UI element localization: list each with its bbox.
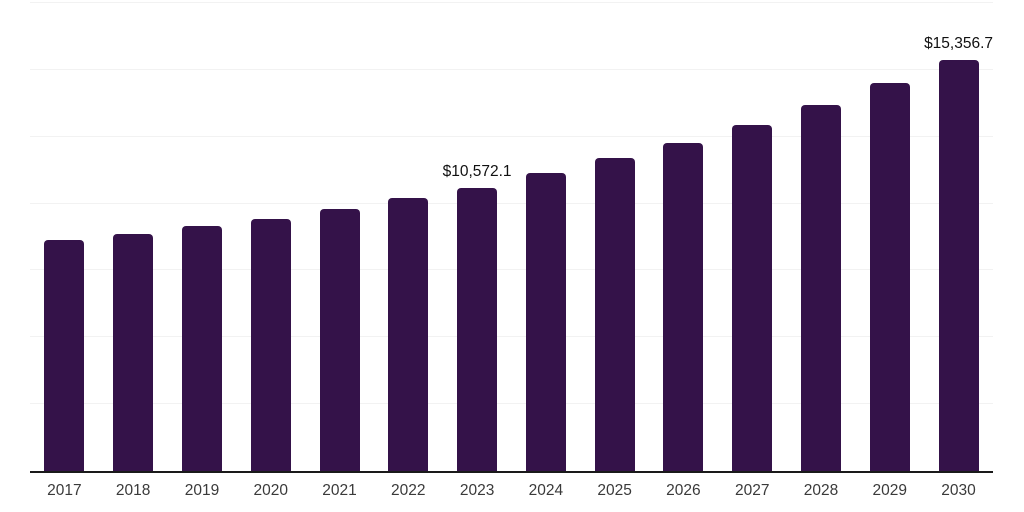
x-tick-label: 2017 — [47, 482, 82, 499]
x-tick-label: 2019 — [184, 482, 220, 499]
bar-value-label: $15,356.7 — [924, 35, 994, 53]
bar-slot — [236, 3, 305, 471]
bar-slot — [30, 3, 99, 471]
bar-2026[interactable] — [663, 142, 704, 471]
gridline — [30, 202, 993, 204]
bar-slot — [305, 3, 374, 471]
gridline — [30, 403, 993, 405]
bar-2022[interactable] — [388, 197, 429, 471]
x-tick-label: 2027 — [734, 482, 770, 499]
x-tick-label: 2026 — [666, 482, 701, 499]
bar-slot — [649, 3, 718, 471]
x-tick-label: 2022 — [391, 482, 426, 499]
plot-area: $10,572.1 $15,356.7 — [30, 2, 993, 473]
bar-2018[interactable] — [113, 233, 154, 471]
bar-2030[interactable]: $15,356.7 — [924, 35, 993, 471]
bar-2017[interactable] — [44, 240, 85, 471]
x-tick-label: 2025 — [597, 482, 632, 499]
x-tick-label: 2021 — [322, 482, 357, 499]
x-axis: 2017 2018 2019 2020 2021 2022 2023 2024 2025 2026… — [30, 482, 993, 500]
x-tick-label: 2018 — [115, 482, 151, 499]
bar-slot — [374, 3, 443, 471]
bar-2019[interactable] — [181, 225, 222, 471]
bar-slot: $10,572.1 — [443, 3, 512, 471]
x-tick-label: 2024 — [528, 482, 564, 499]
bar-2029[interactable] — [869, 82, 910, 471]
bar-2028[interactable] — [800, 104, 841, 471]
bar-slot — [580, 3, 649, 471]
bars-layer: $10,572.1 $15,356.7 — [30, 3, 993, 471]
bar-slot — [99, 3, 168, 471]
gridline — [30, 68, 993, 70]
bar-2020[interactable] — [250, 218, 291, 471]
gridline — [30, 269, 993, 271]
gridline — [30, 135, 993, 137]
bar-2027[interactable] — [732, 124, 773, 471]
bar-2021[interactable] — [319, 208, 360, 471]
bar-value-label: $10,572.1 — [442, 163, 512, 181]
bar-2023[interactable]: $10,572.1 — [443, 163, 512, 471]
bar-2024[interactable] — [525, 172, 566, 471]
x-tick-label: 2029 — [872, 482, 907, 499]
x-tick-label: 2030 — [941, 482, 976, 499]
bar-slot — [787, 3, 856, 471]
bar-slot — [718, 3, 787, 471]
x-tick-label: 2023 — [459, 482, 495, 499]
bar-2025[interactable] — [594, 157, 635, 471]
x-tick-label: 2028 — [803, 482, 839, 499]
bar-slot — [855, 3, 924, 471]
gridline — [30, 336, 993, 338]
bar-slot — [511, 3, 580, 471]
gridline — [30, 2, 993, 3]
bar-slot — [168, 3, 237, 471]
bar-slot: $15,356.7 — [924, 3, 993, 471]
x-tick-label: 2020 — [253, 482, 288, 499]
